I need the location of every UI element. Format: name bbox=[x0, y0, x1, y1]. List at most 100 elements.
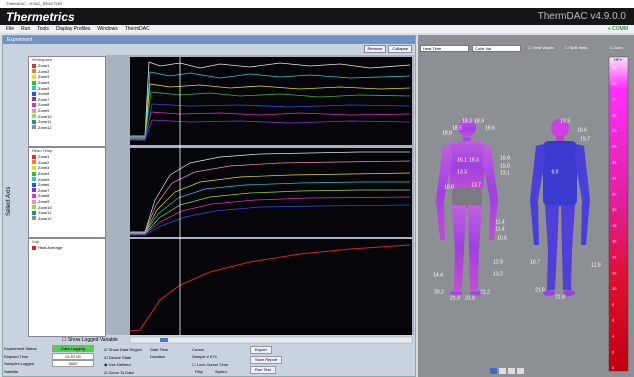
legend-item[interactable]: Zone1 bbox=[29, 154, 105, 160]
status-row: Satellite bbox=[4, 368, 94, 376]
legend-panel: Workspace Zone1 Zone2 Zone3 Zone4 Zone5 Zone6 Z… bbox=[28, 56, 106, 147]
menu-item[interactable]: ThermDAC bbox=[124, 26, 150, 32]
toolbar-button[interactable]: Remove bbox=[363, 45, 387, 53]
menu-item[interactable]: Tools bbox=[37, 26, 49, 32]
action-button[interactable]: Run Test bbox=[250, 366, 276, 374]
legend-item[interactable]: Zone5 bbox=[29, 85, 105, 91]
toolbar-field[interactable]: Color Val bbox=[472, 45, 521, 52]
legend-swatch bbox=[32, 102, 36, 107]
scale-label: 24 bbox=[612, 176, 617, 181]
legend-item[interactable]: Zone9 bbox=[29, 108, 105, 114]
view-buttons bbox=[490, 368, 524, 374]
legend-item[interactable]: Zone4 bbox=[29, 80, 105, 86]
legend-label: Zone4 bbox=[38, 171, 50, 177]
option[interactable]: ☑ Device State bbox=[104, 354, 132, 360]
legend-item[interactable]: Zone4 bbox=[29, 171, 105, 177]
scale-label: 6 bbox=[612, 318, 615, 323]
legend-label: Zone1 bbox=[38, 154, 50, 160]
panel-title: Cap bbox=[32, 239, 40, 244]
traces-top bbox=[130, 61, 411, 141]
status-fields: Experiment Status Data Logging Elapsed Tim… bbox=[4, 345, 94, 377]
legend-item[interactable]: Zone11 bbox=[29, 210, 105, 216]
legend-item[interactable]: Zone2 bbox=[29, 69, 105, 75]
toolbar-field[interactable]: Heat Time bbox=[420, 45, 469, 52]
plot-1 bbox=[130, 57, 412, 145]
legend-item[interactable]: Zone3 bbox=[29, 74, 105, 80]
temp-label: 19.3 bbox=[560, 118, 570, 124]
trace bbox=[130, 189, 410, 235]
legend-item[interactable]: Zone1 bbox=[29, 63, 105, 69]
toolbar-check[interactable]: ☐ Auto bbox=[610, 45, 623, 50]
temp-label: 13.7 bbox=[471, 182, 481, 188]
legend-item[interactable]: Zone12 bbox=[29, 216, 105, 222]
legend-swatch bbox=[32, 114, 36, 119]
legend-item[interactable]: Zone10 bbox=[29, 204, 105, 210]
legend-item[interactable]: Zone12 bbox=[29, 125, 105, 131]
temp-label: 13.1 bbox=[500, 170, 510, 176]
trace bbox=[129, 244, 411, 332]
manikin-view: 18.3 18.918.5 18.618.816.1 18.3 16.915.013.1… bbox=[433, 56, 629, 374]
temp-label: 13.2 bbox=[493, 271, 503, 277]
menu-item[interactable]: Windows bbox=[97, 26, 118, 32]
legend-item[interactable]: Heat Average bbox=[29, 245, 105, 251]
toolbar-check[interactable]: ☐ Split View bbox=[565, 45, 588, 50]
view-button[interactable] bbox=[490, 368, 497, 374]
show-logged-label: Show Logged Variable bbox=[67, 337, 118, 343]
legend-item[interactable]: Zone7 bbox=[29, 97, 105, 103]
menu-item[interactable]: Run bbox=[21, 26, 31, 32]
legend-label: Zone9 bbox=[38, 108, 50, 114]
trace bbox=[130, 71, 411, 138]
legend-label: Zone8 bbox=[38, 193, 50, 199]
toolbar-button[interactable]: Collapse bbox=[388, 45, 412, 53]
play[interactable]: Play bbox=[195, 369, 203, 374]
legend-item[interactable]: Zone8 bbox=[29, 193, 105, 199]
scale-label: 4 bbox=[612, 333, 615, 338]
legend-item[interactable]: Zone11 bbox=[29, 119, 105, 125]
legend-swatch bbox=[32, 216, 36, 221]
legend-swatch bbox=[32, 80, 36, 85]
view-button[interactable] bbox=[499, 368, 506, 374]
lock-cursor[interactable]: ☐ Lock Cursor Time bbox=[192, 362, 229, 367]
scale-label: 28 bbox=[612, 144, 617, 149]
playback-controls: ☑ Show Data Region ☑ Device State ◉ Use De… bbox=[100, 345, 410, 377]
option[interactable]: ◉ Use Defined bbox=[104, 362, 131, 367]
action-button[interactable]: Export bbox=[250, 346, 272, 354]
legend-item[interactable]: Zone2 bbox=[29, 160, 105, 166]
action-button[interactable]: Save Report bbox=[250, 356, 283, 364]
legend-swatch bbox=[32, 188, 36, 193]
legend-item[interactable]: Zone6 bbox=[29, 91, 105, 97]
scroll-thumb[interactable] bbox=[160, 338, 168, 342]
trace bbox=[130, 172, 411, 234]
time-scrollbar[interactable] bbox=[129, 336, 413, 344]
trace bbox=[130, 103, 411, 141]
menu-item[interactable]: File bbox=[6, 26, 15, 32]
legend-item[interactable]: Zone3 bbox=[29, 165, 105, 171]
legend-item[interactable]: Zone9 bbox=[29, 199, 105, 205]
legend-item[interactable]: Zone5 bbox=[29, 176, 105, 182]
option[interactable]: ☑ Show Data Region bbox=[104, 347, 143, 352]
legend-item[interactable]: Zone10 bbox=[29, 113, 105, 119]
toolbar-check[interactable]: ☐ Heat Values bbox=[528, 45, 555, 50]
scale-label: 8 bbox=[612, 302, 615, 307]
scale-label: 18 bbox=[612, 223, 617, 228]
view-button[interactable] bbox=[508, 368, 515, 374]
scale-label: 10 bbox=[612, 286, 617, 291]
scale-label: 34 bbox=[612, 97, 617, 102]
legend-item[interactable]: Zone6 bbox=[29, 182, 105, 188]
legend-item[interactable]: Zone7 bbox=[29, 188, 105, 194]
legend-swatch bbox=[32, 74, 36, 79]
temp-label: 21.2 bbox=[480, 289, 490, 295]
option[interactable]: ☑ Zoom To Data bbox=[104, 369, 134, 375]
legend-item[interactable]: Zone8 bbox=[29, 102, 105, 108]
scale-label: 36 bbox=[612, 81, 617, 86]
app-version: ThermDAC v4.9.0.0 bbox=[537, 11, 626, 22]
scale-label: 22 bbox=[612, 191, 617, 196]
menu-item[interactable]: Display Profiles bbox=[55, 26, 91, 32]
brand: Thermetrics bbox=[6, 10, 75, 24]
temp-label: 21.6 bbox=[535, 287, 545, 293]
temp-label: 20.2 bbox=[434, 289, 444, 295]
view-button[interactable] bbox=[517, 368, 524, 374]
temp-label: 11.9 bbox=[591, 262, 601, 268]
temp-label: 16.1 bbox=[457, 157, 467, 163]
